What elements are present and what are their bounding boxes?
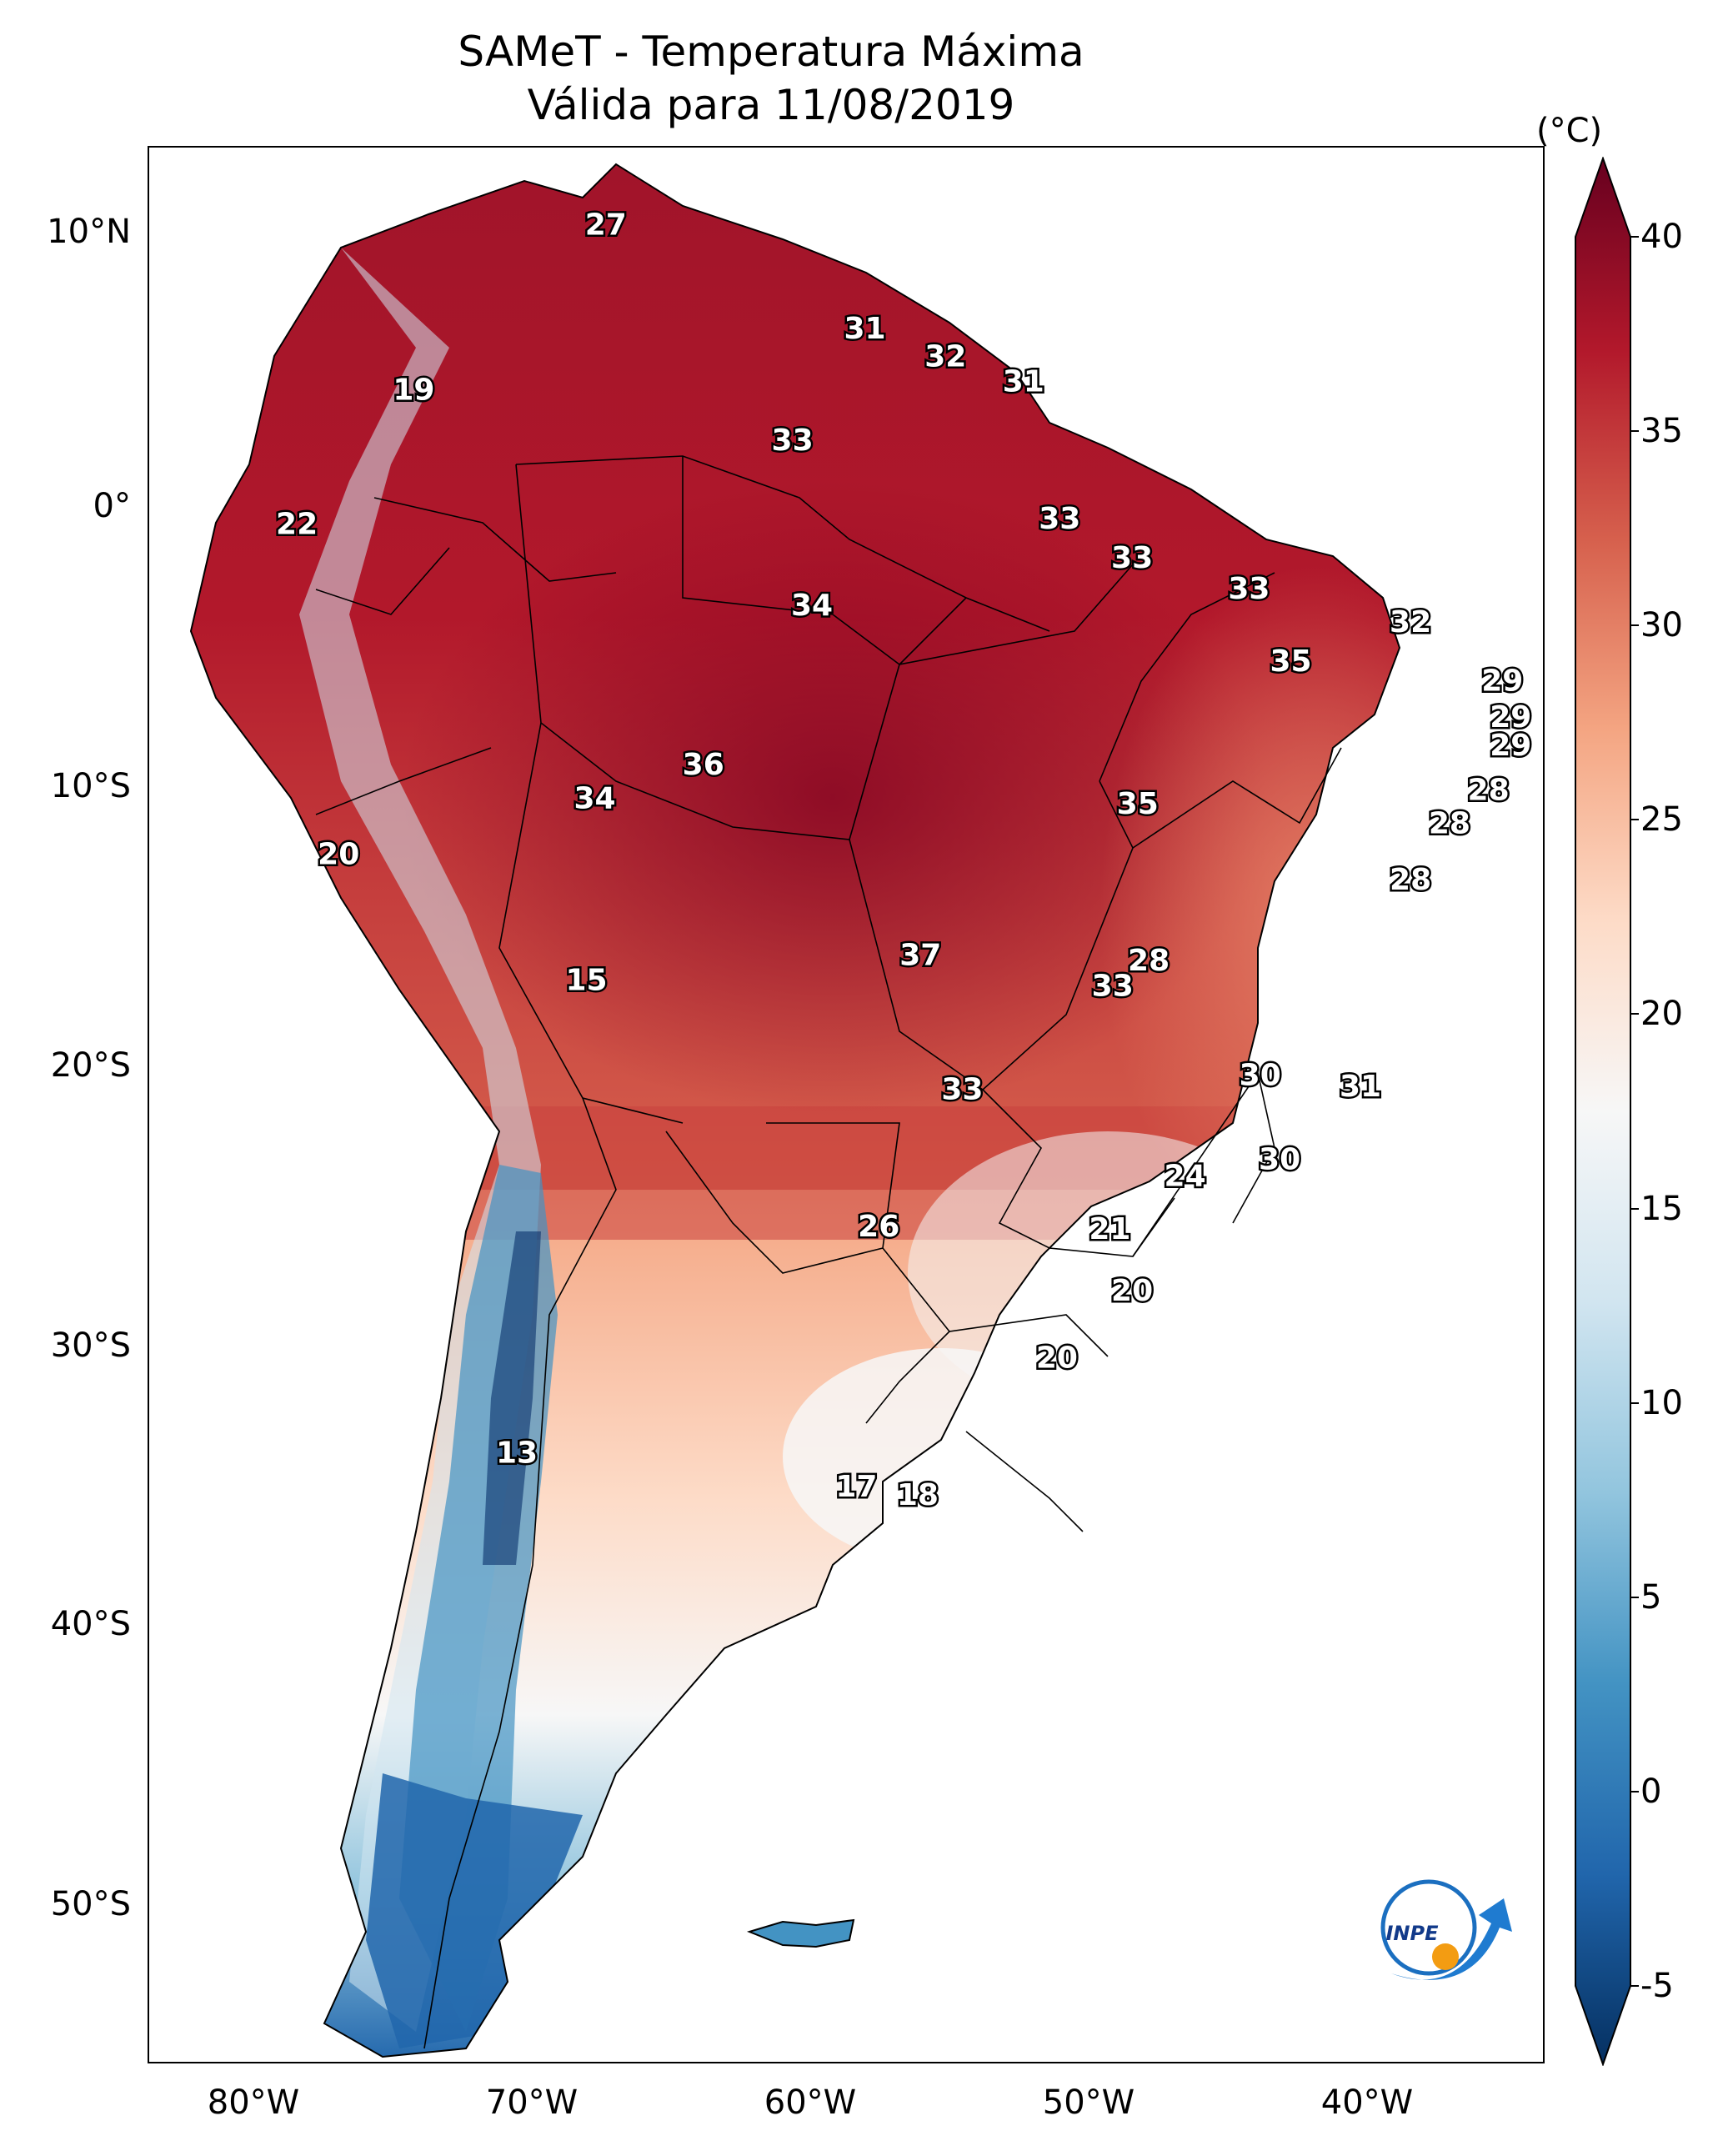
station-label: 20 — [1111, 1274, 1153, 1308]
lat-label-10n: 10°N — [47, 213, 131, 251]
station-label: 30 — [1259, 1142, 1300, 1176]
lat-label-30s: 30°S — [50, 1326, 131, 1365]
colorbar-tick: 30 — [1640, 606, 1683, 645]
station-label: 37 — [899, 938, 941, 972]
lon-label-80w: 80°W — [207, 2083, 300, 2122]
colorbar-tick-mark — [1630, 1207, 1639, 1210]
station-label: 29 — [1481, 664, 1523, 699]
station-label: 29 — [1490, 729, 1531, 763]
station-label: 32 — [1390, 605, 1431, 639]
colorbar-tick: 40 — [1640, 218, 1683, 256]
station-label: 13 — [496, 1436, 538, 1471]
logo-arrow-icon — [1391, 1898, 1512, 1980]
lon-label-50w: 50°W — [1042, 2083, 1135, 2122]
station-label: 26 — [858, 1210, 899, 1244]
station-label: 31 — [1003, 365, 1044, 399]
colorbar-tick: 20 — [1640, 995, 1683, 1034]
station-label: 34 — [573, 782, 615, 816]
station-label: 28 — [1128, 944, 1170, 978]
map-title: SAMeT - Temperatura Máxima — [458, 28, 1084, 76]
logo-orb-icon — [1432, 1943, 1459, 1970]
station-label: 17 — [835, 1470, 877, 1504]
colorbar-tick-mark — [1630, 1790, 1639, 1792]
station-label: 28 — [1429, 807, 1470, 841]
lon-label-60w: 60°W — [764, 2083, 857, 2122]
colorbar-tick: 35 — [1640, 412, 1683, 451]
station-label: 33 — [772, 424, 814, 458]
colorbar-tick: -5 — [1640, 1967, 1674, 2005]
station-label: 33 — [1228, 572, 1270, 606]
colorbar — [1575, 157, 1632, 2066]
station-labels: 2719223132313333333332343529292928282836… — [274, 206, 1534, 1514]
station-label: 22 — [276, 508, 318, 542]
station-label: 15 — [565, 964, 607, 998]
colorbar-tick-mark — [1630, 430, 1639, 433]
colorbar-tick-mark — [1630, 1013, 1639, 1015]
station-label: 27 — [585, 208, 627, 243]
station-label: 24 — [1165, 1159, 1206, 1193]
station-label: 30 — [1240, 1059, 1281, 1093]
inpe-logo: INPE — [1380, 1879, 1512, 1980]
colorbar-tick: 10 — [1640, 1383, 1683, 1422]
lat-label-40s: 40°S — [50, 1605, 131, 1643]
lon-label-40w: 40°W — [1320, 2083, 1414, 2122]
station-label: 21 — [1089, 1212, 1130, 1246]
station-label: 31 — [844, 312, 885, 346]
colorbar-tick-mark — [1630, 1985, 1639, 1987]
station-label: 31 — [1340, 1070, 1381, 1104]
lat-label-50s: 50°S — [50, 1885, 131, 1923]
colorbar-tick-mark — [1630, 1401, 1639, 1404]
station-label: 20 — [1036, 1341, 1078, 1376]
state-borders — [315, 455, 1342, 2049]
station-label: 35 — [1117, 787, 1159, 821]
station-label: 34 — [791, 589, 833, 623]
station-label: 28 — [1468, 773, 1510, 807]
station-label: 33 — [941, 1072, 983, 1106]
colorbar-tick: 5 — [1640, 1577, 1662, 1617]
station-label: 29 — [1490, 700, 1531, 735]
station-label: 35 — [1270, 644, 1311, 679]
station-label: 18 — [897, 1478, 939, 1512]
falklands — [746, 1918, 855, 1948]
colorbar-tick-mark — [1630, 236, 1639, 238]
colorbar-tick: 25 — [1640, 800, 1683, 840]
colorbar-tick-mark — [1630, 1596, 1639, 1598]
colorbar-tick-mark — [1630, 624, 1639, 627]
station-label: 36 — [683, 748, 724, 782]
lat-label-20s: 20°S — [50, 1046, 131, 1085]
map-canvas: 2719223132313333333332343529292928282836… — [190, 163, 1534, 2058]
station-label: 32 — [924, 339, 966, 374]
station-label: 20 — [318, 838, 359, 872]
station-label: 28 — [1390, 863, 1431, 897]
station-label: 33 — [1111, 541, 1153, 575]
station-label: 33 — [1092, 969, 1134, 1003]
colorbar-tick: 0 — [1640, 1772, 1662, 1811]
colorbar-unit: (°C) — [1536, 112, 1603, 150]
colorbar-tick: 15 — [1640, 1189, 1683, 1228]
lat-label-0: 0° — [93, 487, 131, 525]
lon-label-70w: 70°W — [485, 2083, 579, 2122]
map-frame: 27 19 22 31 32 31 33 33 33 33 32 34 35 29 29 29 28 28 28 36… — [148, 146, 1545, 2063]
logo-text: INPE — [1386, 1922, 1440, 1945]
map-subtitle: Válida para 11/08/2019 — [527, 81, 1015, 129]
station-label: 19 — [393, 374, 434, 408]
station-label: 33 — [1039, 502, 1080, 536]
colorbar-tick-mark — [1630, 819, 1639, 821]
lat-label-10s: 10°S — [50, 767, 131, 805]
